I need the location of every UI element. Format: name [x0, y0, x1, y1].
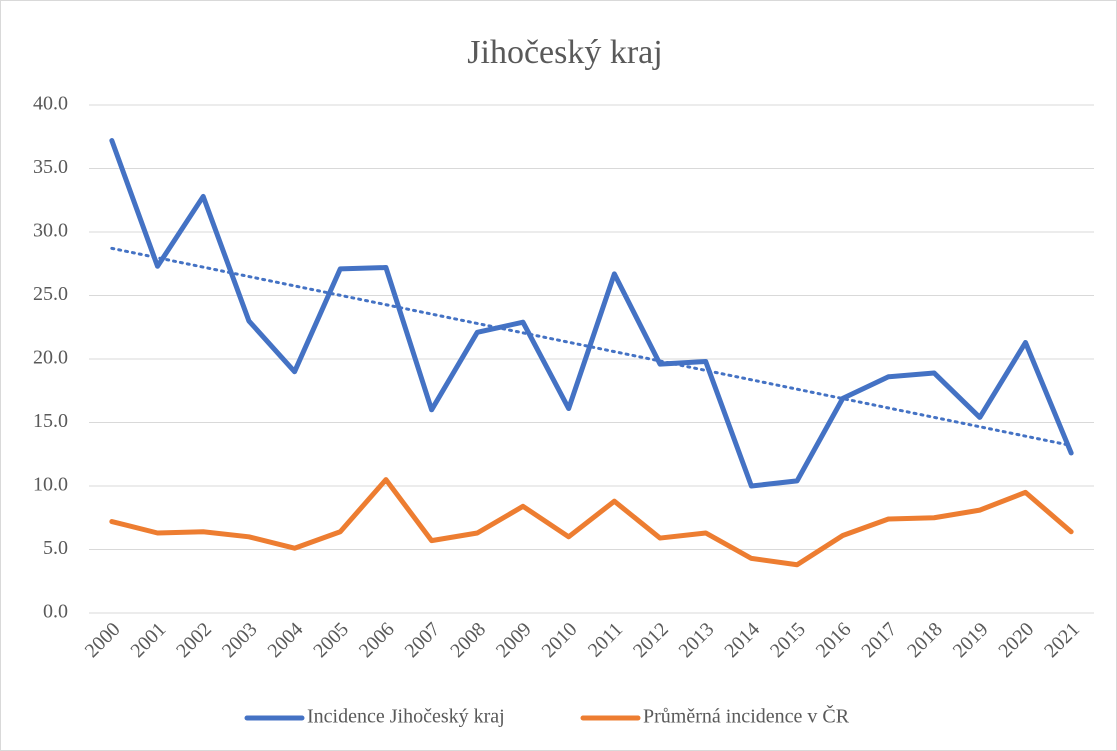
y-tick-label: 15.0	[33, 410, 68, 432]
y-tick-label: 20.0	[33, 347, 68, 369]
series-line	[109, 138, 1074, 489]
y-tick-label: 40.0	[33, 93, 68, 115]
y-tick-label: 30.0	[33, 220, 68, 242]
y-tick-label: 10.0	[33, 474, 68, 496]
legend-label: Průměrná incidence v ČR	[643, 704, 850, 728]
y-tick-label: 25.0	[33, 283, 68, 305]
trendline	[110, 246, 1073, 448]
legend-label: Incidence Jihočeský kraj	[307, 706, 505, 728]
series-line	[109, 477, 1074, 568]
y-tick-label: 0.0	[43, 601, 68, 623]
y-tick-label: 5.0	[43, 537, 68, 559]
chart-title: Jihočeský kraj	[467, 34, 662, 71]
y-tick-label: 35.0	[33, 156, 68, 178]
